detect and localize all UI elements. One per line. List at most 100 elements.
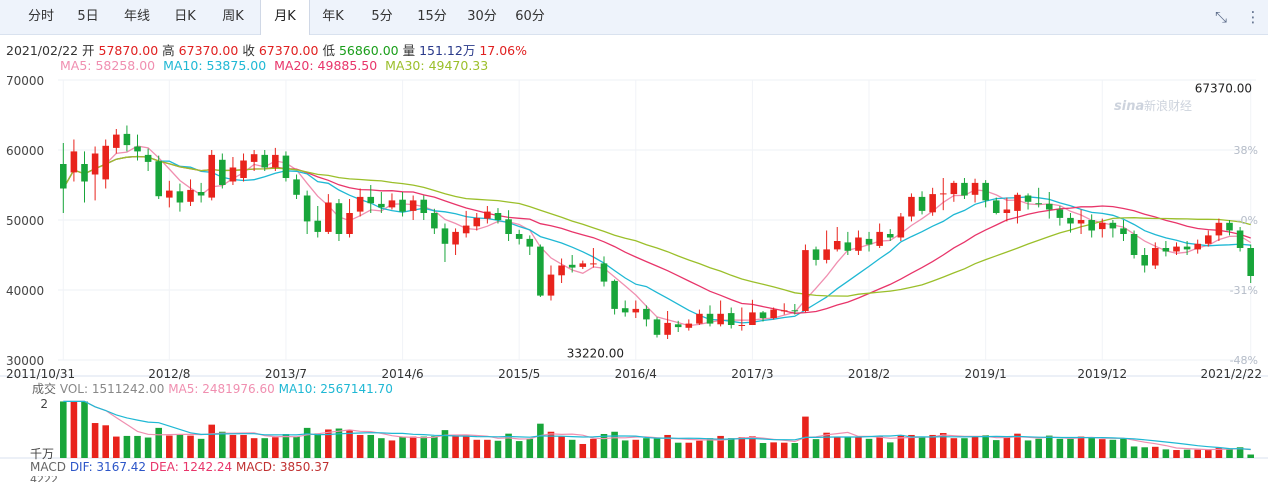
open-label: 开: [82, 43, 95, 58]
candle-body: [823, 249, 830, 260]
volume-bar: [144, 437, 152, 458]
candle-body: [1109, 222, 1117, 229]
candle-body: [1120, 228, 1127, 234]
tab-日K[interactable]: 日K: [174, 9, 196, 24]
volume-legend: 成交 VOL: 1511242.00 MA5: 2481976.60 MA10:…: [32, 380, 393, 397]
candle-body: [399, 199, 406, 212]
volume-bar: [855, 436, 862, 458]
volume-bar: [303, 427, 311, 458]
candle-body: [367, 196, 375, 204]
tab-30分[interactable]: 30分: [467, 9, 497, 24]
date-tick-label: 2015/5: [498, 367, 540, 381]
volume-bar: [1151, 446, 1159, 458]
ma5-line: [62, 145, 1252, 327]
tab-月K[interactable]: 月K: [260, 0, 310, 35]
candle-body: [727, 313, 735, 325]
ma10-legend: MA10: 53875.00: [163, 58, 267, 73]
volume-bar: [473, 439, 481, 458]
volume-bar: [335, 428, 343, 458]
candle-body: [1003, 209, 1011, 213]
volume-bar: [1056, 438, 1064, 458]
tab-分时[interactable]: 分时: [27, 9, 54, 24]
date-tick-label: 2021/2/22: [1200, 367, 1262, 381]
min-price-annotation: 33220.00: [567, 346, 624, 360]
candle-body: [1130, 234, 1138, 255]
volume-bar: [155, 427, 163, 458]
volume-bar: [484, 439, 491, 458]
tab-5分[interactable]: 5分: [371, 9, 393, 24]
more-vertical-icon[interactable]: ⋮: [1245, 8, 1261, 26]
tab-周K[interactable]: 周K: [222, 9, 244, 24]
volume-bar: [134, 435, 141, 458]
candle-body: [664, 322, 671, 335]
candle-body: [378, 203, 385, 208]
candle-body: [1215, 222, 1223, 236]
volume-bar: [897, 434, 905, 458]
candle-body: [219, 159, 226, 185]
candle-body: [250, 154, 258, 162]
volume-bar: [272, 437, 279, 458]
candle-body: [325, 202, 332, 232]
volume-bar: [1141, 447, 1148, 458]
tab-年K[interactable]: 年K: [322, 9, 344, 24]
volume-bar: [452, 435, 459, 458]
candle-body: [144, 154, 152, 162]
tab-15分[interactable]: 15分: [417, 9, 447, 24]
candle-body: [1183, 246, 1191, 250]
candle-body: [749, 312, 756, 325]
collapse-icon[interactable]: ⤡: [1214, 8, 1227, 26]
candle-body: [1194, 243, 1201, 250]
volume-bar: [420, 436, 428, 458]
candle-body: [282, 155, 290, 178]
low-label: 低: [322, 43, 335, 58]
candle-body: [590, 263, 597, 265]
candle-body: [759, 312, 767, 318]
volume-bar: [833, 436, 841, 458]
candle-body: [653, 319, 661, 335]
candle-body: [1173, 246, 1180, 252]
volume-bar: [1215, 447, 1223, 458]
volume-bar: [378, 438, 385, 458]
volume-bar: [250, 438, 258, 458]
tab-60分[interactable]: 60分: [515, 9, 545, 24]
ma5-legend: MA5: 58258.00: [60, 58, 156, 73]
candle-body: [1077, 220, 1085, 224]
volume-bar: [749, 436, 756, 458]
volume-bar: [621, 440, 629, 458]
candle-body: [579, 263, 587, 267]
volume-bar: [674, 442, 682, 458]
volume-bar: [1194, 449, 1201, 458]
candle-body: [812, 249, 820, 260]
volume-bar: [643, 438, 650, 458]
candle-body: [1205, 235, 1212, 244]
volume-bar: [282, 433, 290, 458]
quote-date: 2021/02/22: [6, 43, 79, 58]
volume-bar: [1205, 449, 1212, 458]
candle-body: [388, 200, 396, 208]
volume-bar: [1098, 439, 1106, 458]
candle-body: [876, 231, 883, 246]
candle-body: [81, 164, 88, 182]
candle-body: [1024, 195, 1032, 202]
volume-top-label: 2: [40, 397, 48, 411]
ma20-legend: MA20: 49885.50: [274, 58, 378, 73]
candle-body: [1035, 203, 1042, 205]
candle-body: [1045, 203, 1053, 210]
candle-body: [643, 308, 650, 320]
volume-bar: [1236, 447, 1244, 458]
candle-body: [70, 151, 78, 173]
axis-labels: 700006000050000400003000038%-0%-31%-48%2…: [6, 74, 1262, 461]
watermark: 新浪财经: [1144, 98, 1192, 113]
candle-body: [335, 203, 343, 234]
candle-body: [314, 220, 322, 232]
volume-bar: [908, 434, 915, 458]
volume-bar: [961, 438, 968, 458]
candle-body: [611, 280, 618, 309]
candle-body: [240, 160, 247, 178]
tab-年线[interactable]: 年线: [123, 9, 150, 24]
volume-bar: [70, 401, 78, 458]
tab-5日[interactable]: 5日: [77, 9, 99, 24]
candle-body: [950, 182, 958, 195]
volume-bar: [325, 429, 332, 458]
volume-bar: [600, 433, 608, 458]
